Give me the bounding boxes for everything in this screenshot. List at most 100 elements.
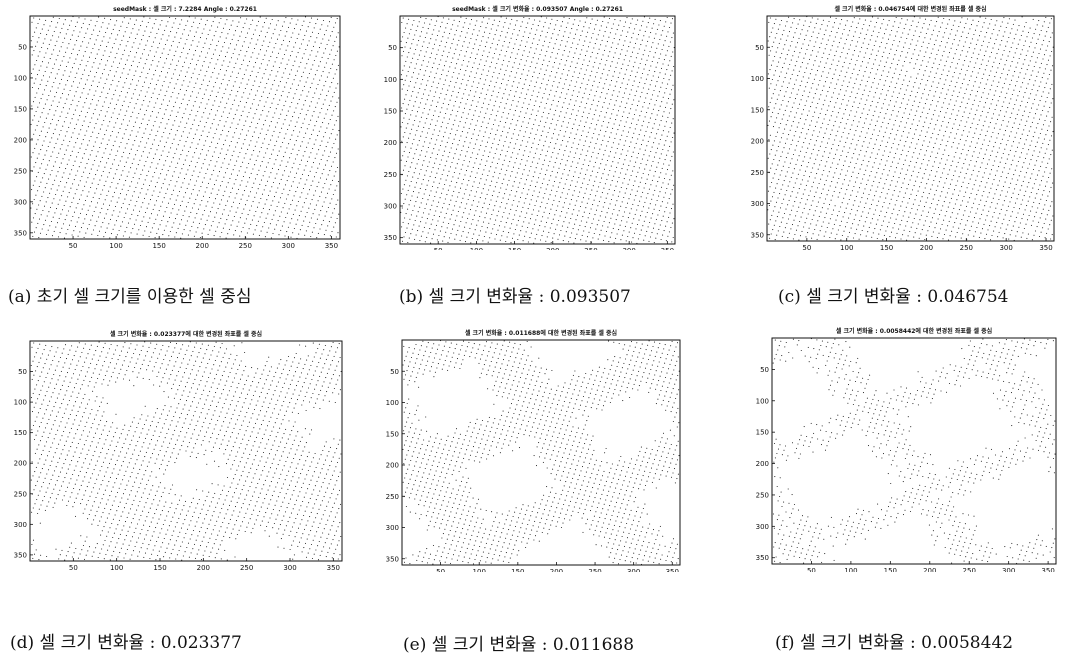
data-point [235,95,237,97]
data-point [640,44,642,46]
data-point [229,145,231,147]
data-point [446,22,448,25]
data-point [527,226,529,229]
data-point [183,196,185,198]
data-point [435,39,437,41]
data-point [500,135,502,137]
data-point [644,116,646,118]
data-point [472,200,475,202]
data-point [554,128,556,130]
data-point [205,205,207,207]
data-point [285,198,288,200]
data-point [522,173,524,175]
data-point [427,113,429,115]
data-point [145,109,147,111]
data-point [317,83,319,86]
data-point [274,61,276,63]
data-point [46,182,48,184]
data-point [497,58,499,60]
data-point [648,122,650,124]
data-point [557,101,560,103]
data-point [452,176,454,178]
data-point [576,214,579,216]
data-point [659,20,661,22]
data-point [500,49,502,51]
data-point [554,214,556,216]
data-point [533,138,536,140]
data-point [145,128,147,130]
data-point [781,34,783,36]
data-point [47,62,50,64]
data-point [171,26,173,28]
data-point [569,32,571,34]
data-point [567,22,569,24]
data-point [226,84,228,86]
data-point [410,233,412,235]
data-point [278,234,280,236]
data-point [475,210,477,212]
data-point [215,147,217,149]
data-point [580,101,582,103]
data-point [113,177,115,179]
data-point [559,182,561,184]
data-point [498,191,500,193]
data-point [522,54,524,56]
data-point [59,199,61,201]
data-point [149,199,152,201]
data-point [285,82,287,84]
data-point [216,161,218,163]
data-point [455,200,457,202]
data-point [413,172,415,174]
data-point [611,232,613,234]
data-point [334,189,336,191]
data-point [438,30,440,32]
data-point [606,145,608,147]
data-point [631,156,633,158]
data-point [411,24,413,26]
data-point [302,187,305,190]
data-point [119,76,122,78]
data-point [439,230,441,232]
data-point [636,38,638,40]
data-point [559,148,561,150]
data-point [615,100,617,102]
data-point [784,25,787,27]
data-point [607,22,609,24]
data-point [126,92,128,94]
data-point [527,208,529,210]
data-point [279,215,281,217]
data-point [307,193,309,195]
data-point [449,185,451,187]
data-point [182,214,184,217]
data-point [176,32,178,34]
data-point [112,61,115,63]
data-point [203,93,205,95]
data-point [106,194,108,197]
data-point [212,188,214,190]
data-point [59,148,61,150]
data-point [268,111,270,113]
data-point [298,98,300,100]
data-point [412,191,415,193]
data-point [530,113,532,115]
data-point [475,191,478,193]
data-point [152,27,154,29]
data-point [407,223,409,225]
data-point [327,90,329,92]
data-point [567,55,569,57]
data-point [134,172,136,174]
data-point [419,121,421,123]
data-point [41,28,43,30]
data-point [35,27,37,29]
data-point [266,231,268,233]
data-point [483,202,485,204]
data-point [507,132,509,134]
data-point [230,108,232,110]
data-point [302,71,304,73]
data-point [260,179,263,181]
data-point [533,157,535,159]
data-point [153,190,155,192]
data-point [163,80,165,83]
data-point [294,60,296,62]
data-point [655,237,657,239]
